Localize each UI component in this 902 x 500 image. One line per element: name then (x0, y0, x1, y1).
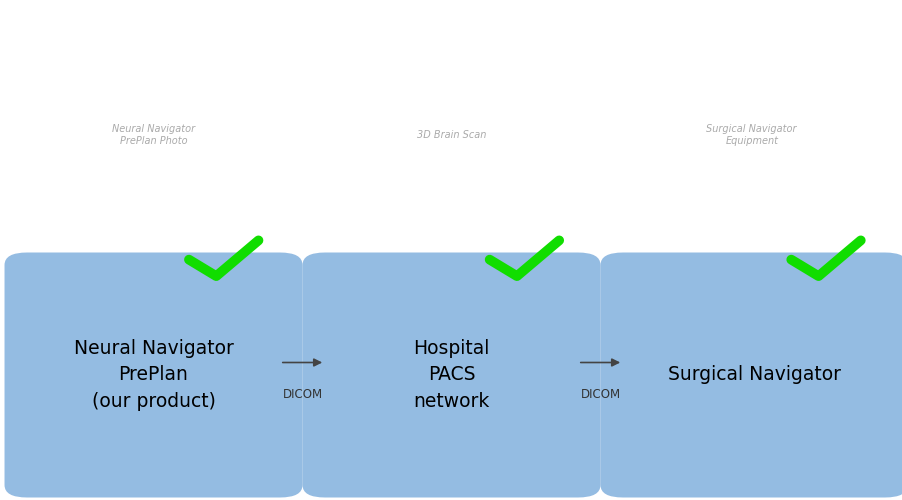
Text: Surgical Navigator: Surgical Navigator (667, 366, 840, 384)
Text: DICOM: DICOM (282, 388, 322, 402)
Text: Surgical Navigator
Equipment: Surgical Navigator Equipment (705, 124, 796, 146)
Text: Hospital
PACS
network: Hospital PACS network (413, 339, 489, 411)
FancyBboxPatch shape (5, 252, 302, 498)
FancyBboxPatch shape (302, 252, 600, 498)
Text: Neural Navigator
PrePlan Photo: Neural Navigator PrePlan Photo (112, 124, 195, 146)
Text: Neural Navigator
PrePlan
(our product): Neural Navigator PrePlan (our product) (73, 339, 234, 411)
Text: DICOM: DICOM (580, 388, 620, 402)
Text: 3D Brain Scan: 3D Brain Scan (417, 130, 485, 140)
FancyBboxPatch shape (600, 252, 902, 498)
